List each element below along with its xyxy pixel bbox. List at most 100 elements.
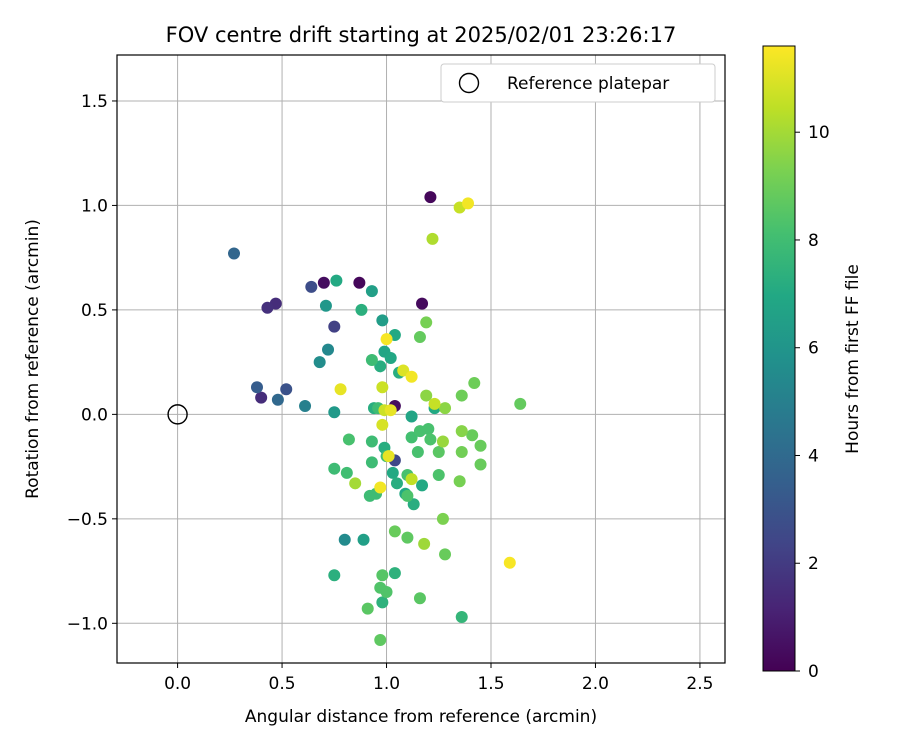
scatter-point xyxy=(514,397,527,410)
scatter-point xyxy=(405,410,418,423)
y-tick-label: −0.5 xyxy=(67,510,108,530)
scatter-point xyxy=(426,232,439,245)
scatter-point xyxy=(397,364,410,377)
colorbar-tick-label: 8 xyxy=(808,231,819,251)
scatter-point xyxy=(436,435,449,448)
scatter-point xyxy=(439,548,452,561)
scatter-point xyxy=(424,191,437,204)
x-tick-label: 2.5 xyxy=(686,674,713,694)
scatter-point xyxy=(405,473,418,486)
scatter-point xyxy=(432,445,445,458)
scatter-point xyxy=(342,433,355,446)
grid xyxy=(117,55,725,663)
y-axis-label: Rotation from reference (arcmin) xyxy=(23,219,43,499)
scatter-point xyxy=(313,356,326,369)
scatter-point xyxy=(349,477,362,490)
scatter-point xyxy=(376,381,389,394)
x-tick-label: 2.0 xyxy=(582,674,609,694)
y-tick-label: 0.5 xyxy=(81,301,108,321)
scatter-point xyxy=(365,354,378,367)
scatter-point xyxy=(376,569,389,582)
scatter-point xyxy=(390,477,403,490)
legend-box xyxy=(440,63,716,103)
scatter-point xyxy=(503,556,516,569)
legend-marker-icon xyxy=(458,72,480,94)
y-tick-label: 1.5 xyxy=(81,92,108,112)
scatter-point xyxy=(380,585,393,598)
scatter-point xyxy=(261,301,274,314)
reference-point-marker xyxy=(167,404,188,425)
y-tick-label: 1.0 xyxy=(81,196,108,216)
scatter-point xyxy=(439,402,452,415)
colorbar-ticks: 0 2 4 6 8 10 xyxy=(795,123,830,682)
colorbar: 0 2 4 6 8 10 Hours from first FF file xyxy=(762,45,863,682)
scatter-point xyxy=(299,400,312,413)
scatter-point xyxy=(255,391,268,404)
scatter-point xyxy=(384,351,397,364)
x-tick-label: 1.0 xyxy=(373,674,400,694)
scatter-point xyxy=(416,297,429,310)
scatter-point xyxy=(413,592,426,605)
scatter-point xyxy=(322,343,335,356)
scatter-point xyxy=(468,377,481,390)
x-tick-label: 1.5 xyxy=(477,674,504,694)
scatter-point xyxy=(365,456,378,469)
scatter-point xyxy=(330,274,343,287)
scatter-point xyxy=(466,429,479,442)
scatter-point xyxy=(305,280,318,293)
colorbar-tick-label: 0 xyxy=(808,662,819,682)
scatter-point xyxy=(413,331,426,344)
colorbar-tick-label: 4 xyxy=(808,446,819,466)
scatter-point xyxy=(340,466,353,479)
scatter-point xyxy=(376,418,389,431)
colorbar-gradient xyxy=(762,45,796,672)
scatter-point xyxy=(319,299,332,312)
scatter-point xyxy=(338,533,351,546)
scatter-point xyxy=(416,479,429,492)
scatter-point xyxy=(455,611,468,624)
scatter-point xyxy=(357,533,370,546)
scatter-point xyxy=(365,435,378,448)
y-tick-label: −1.0 xyxy=(67,614,108,634)
scatter-point xyxy=(405,370,418,383)
scatter-point xyxy=(271,393,284,406)
scatter-point xyxy=(328,406,341,419)
scatter-point xyxy=(355,303,368,316)
scatter-point xyxy=(428,397,441,410)
scatter-point xyxy=(436,512,449,525)
scatter-point xyxy=(361,602,374,615)
scatter-point xyxy=(328,462,341,475)
scatter-point xyxy=(432,468,445,481)
colorbar-label: Hours from first FF file xyxy=(843,264,863,454)
scatter-point xyxy=(384,404,397,417)
scatter-point xyxy=(328,320,341,333)
scatter-point xyxy=(455,445,468,458)
scatter-point xyxy=(363,489,376,502)
scatter-point xyxy=(380,333,393,346)
plot-frame xyxy=(116,54,726,664)
x-tick-label: 0.5 xyxy=(269,674,296,694)
scatter-point xyxy=(420,316,433,329)
scatter-point xyxy=(374,481,387,494)
scatter-point xyxy=(280,383,293,396)
scatter-point xyxy=(462,197,475,210)
colorbar-tick-label: 6 xyxy=(808,339,819,359)
scatter-point xyxy=(453,475,466,488)
scatter-point xyxy=(376,596,389,609)
scatter-point xyxy=(374,634,387,647)
scatter-point xyxy=(374,360,387,373)
legend-entry-reference: Reference platepar xyxy=(507,74,669,94)
scatter-point xyxy=(328,569,341,582)
scatter-point xyxy=(411,445,424,458)
x-tick-label: 0.0 xyxy=(164,674,191,694)
legend: Reference platepar xyxy=(440,63,716,103)
scatter-point xyxy=(401,531,414,544)
scatter-point xyxy=(424,433,437,446)
scatter-point xyxy=(334,383,347,396)
colorbar-tick-label: 10 xyxy=(808,123,830,143)
scatter-point xyxy=(365,285,378,298)
scatter-point xyxy=(250,381,263,394)
scatter-point xyxy=(386,466,399,479)
scatter-point xyxy=(407,498,420,511)
